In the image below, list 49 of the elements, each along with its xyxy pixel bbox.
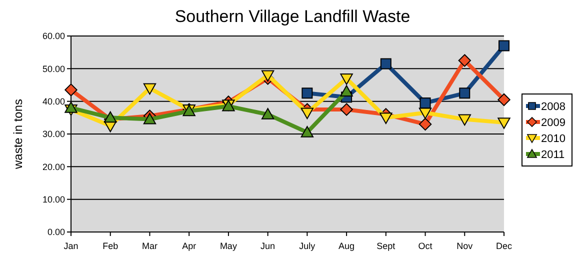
point: [420, 97, 431, 108]
point: [498, 93, 510, 106]
point: [458, 54, 471, 67]
point: [458, 114, 471, 126]
legend-label: 2011: [541, 148, 565, 161]
y-tick-label: 30.00: [42, 129, 65, 140]
point: [418, 108, 432, 120]
y-tick-label: 20.00: [42, 162, 65, 172]
x-tick-label: Nov: [456, 241, 474, 251]
point: [261, 70, 274, 82]
x-tick-label: Sept: [376, 241, 396, 251]
y-axis-title: waste in tons: [11, 98, 25, 170]
x-tick-label: Mar: [142, 241, 158, 251]
point: [418, 118, 432, 131]
legend-label: 2010: [541, 132, 566, 145]
x-tick-label: Jan: [64, 241, 78, 251]
point: [459, 88, 470, 99]
y-tick-label: 60.00: [42, 31, 65, 42]
y-tick-label: 40.00: [42, 96, 65, 106]
point: [340, 73, 353, 85]
y-tick-label: 10.00: [42, 194, 65, 204]
point: [261, 108, 274, 120]
point: [143, 112, 156, 124]
x-tick-label: Feb: [102, 241, 118, 251]
chart-title: Southern Village Landfill Waste: [174, 7, 410, 26]
legend-label: 2009: [541, 116, 566, 129]
x-tick-label: Apr: [182, 241, 196, 251]
point: [498, 118, 510, 129]
point: [302, 88, 313, 99]
point: [143, 83, 156, 95]
y-tick-label: 50.00: [42, 64, 65, 74]
x-tick-label: Jun: [260, 241, 276, 251]
x-tick-label: Oct: [418, 241, 433, 251]
point: [340, 103, 353, 116]
point: [340, 85, 353, 97]
point: [64, 102, 78, 113]
point: [300, 126, 314, 138]
x-tick-label: May: [220, 241, 238, 251]
x-tick-label: July: [299, 241, 316, 251]
x-tick-label: Aug: [338, 241, 355, 251]
point: [104, 111, 117, 123]
point: [380, 58, 392, 70]
x-tick-label: Dec: [496, 241, 512, 251]
point: [380, 112, 392, 124]
point: [498, 40, 510, 52]
point: [300, 108, 314, 120]
legend-label: 2008: [541, 100, 566, 113]
point: [64, 84, 78, 96]
y-tick-label: 0.00: [47, 227, 65, 238]
